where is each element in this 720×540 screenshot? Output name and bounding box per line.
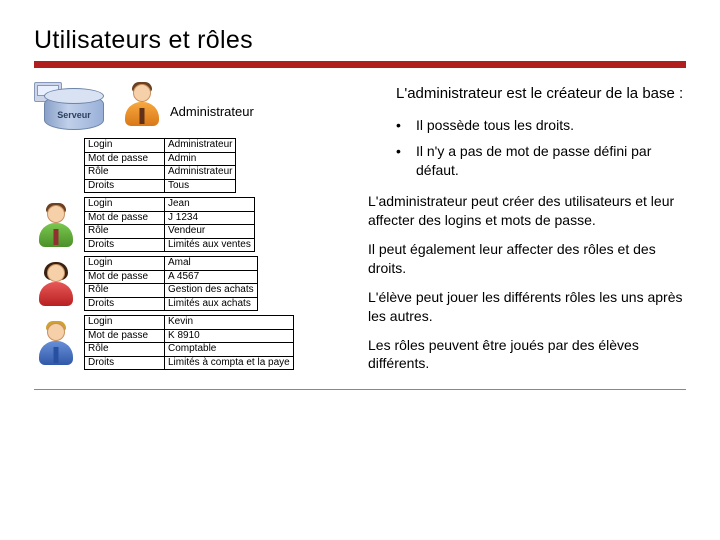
intro-text: L'administrateur est le créateur de la b… [368,84,686,104]
page-title: Utilisateurs et rôles [34,26,686,55]
user-row-amal: LoginAmal Mot de passeA 4567 RôleGestion… [34,256,354,311]
val: Administrateur [165,139,236,153]
slide: Utilisateurs et rôles Serveur Administra… [0,0,720,400]
val: Limités à compta et la paye [165,356,294,370]
field-rights: Droits [85,297,165,311]
left-column: Serveur Administrateur LoginAdministrate… [34,82,354,383]
user-table: LoginAdministrateur Mot de passeAdmin Rô… [84,138,236,193]
bullet-list: Il possède tous les droits. Il n'y a pas… [368,116,686,181]
title-rule [34,61,686,68]
field-rights: Droits [85,179,165,193]
field-role: Rôle [85,343,165,357]
val: Limités aux ventes [165,238,255,252]
val: Administrateur [165,166,236,180]
val: Jean [165,198,255,212]
bullet-item: Il possède tous les droits. [396,116,686,135]
right-column: L'administrateur est le créateur de la b… [368,82,686,383]
field-password: Mot de passe [85,329,165,343]
field-rights: Droits [85,238,165,252]
val: Vendeur [165,225,255,239]
field-password: Mot de passe [85,211,165,225]
paragraph: L'administrateur peut créer des utilisat… [368,192,686,230]
admin-label: Administrateur [170,82,254,119]
user-icon [34,203,78,249]
val: Admin [165,152,236,166]
paragraph: Il peut également leur affecter des rôle… [368,240,686,278]
user-table: LoginKevin Mot de passeK 8910 RôleCompta… [84,315,294,370]
server-admin-row: Serveur Administrateur [34,82,354,134]
val: K 8910 [165,329,294,343]
user-row-admin: LoginAdministrateur Mot de passeAdmin Rô… [34,138,354,193]
footer-rule [34,389,686,390]
field-password: Mot de passe [85,152,165,166]
paragraph: L'élève peut jouer les différents rôles … [368,288,686,326]
val: Comptable [165,343,294,357]
user-row-kevin: LoginKevin Mot de passeK 8910 RôleCompta… [34,315,354,370]
user-table: LoginJean Mot de passeJ 1234 RôleVendeur… [84,197,255,252]
val: A 4567 [165,270,258,284]
val: J 1234 [165,211,255,225]
field-login: Login [85,316,165,330]
field-role: Rôle [85,284,165,298]
paragraph: Les rôles peuvent être joués par des élè… [368,336,686,374]
val: Tous [165,179,236,193]
user-icon [34,262,78,308]
val: Gestion des achats [165,284,258,298]
val: Limités aux achats [165,297,258,311]
bullet-item: Il n'y a pas de mot de passe défini par … [396,142,686,180]
admin-user-icon [120,82,164,128]
content-columns: Serveur Administrateur LoginAdministrate… [34,82,686,383]
val: Kevin [165,316,294,330]
field-password: Mot de passe [85,270,165,284]
field-login: Login [85,257,165,271]
field-role: Rôle [85,225,165,239]
val: Amal [165,257,258,271]
user-table: LoginAmal Mot de passeA 4567 RôleGestion… [84,256,258,311]
user-row-jean: LoginJean Mot de passeJ 1234 RôleVendeur… [34,197,354,252]
user-icon [34,321,78,367]
field-login: Login [85,198,165,212]
field-rights: Droits [85,356,165,370]
server-label: Serveur [34,110,114,120]
field-login: Login [85,139,165,153]
field-role: Rôle [85,166,165,180]
server-icon: Serveur [34,82,114,134]
